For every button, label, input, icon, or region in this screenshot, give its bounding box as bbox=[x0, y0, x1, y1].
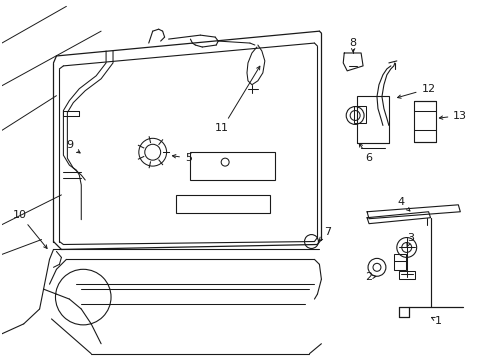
Bar bbox=[190, 152, 274, 180]
Text: 5: 5 bbox=[172, 153, 192, 163]
Bar bbox=[398, 271, 414, 279]
Text: 11: 11 bbox=[215, 66, 259, 134]
Bar bbox=[413, 100, 435, 142]
Text: 7: 7 bbox=[318, 226, 330, 241]
Text: 12: 12 bbox=[397, 84, 435, 98]
Bar bbox=[393, 255, 405, 270]
Bar bbox=[175, 195, 269, 213]
Text: 2: 2 bbox=[365, 272, 375, 282]
Text: 3: 3 bbox=[406, 233, 413, 247]
Text: 13: 13 bbox=[438, 111, 467, 121]
Text: 1: 1 bbox=[430, 316, 441, 326]
Text: 9: 9 bbox=[66, 140, 80, 153]
Bar bbox=[353, 105, 366, 123]
Text: 6: 6 bbox=[359, 144, 372, 163]
Bar bbox=[356, 96, 388, 143]
Text: 4: 4 bbox=[396, 197, 409, 211]
Text: 8: 8 bbox=[349, 38, 356, 52]
Text: 10: 10 bbox=[13, 210, 47, 248]
